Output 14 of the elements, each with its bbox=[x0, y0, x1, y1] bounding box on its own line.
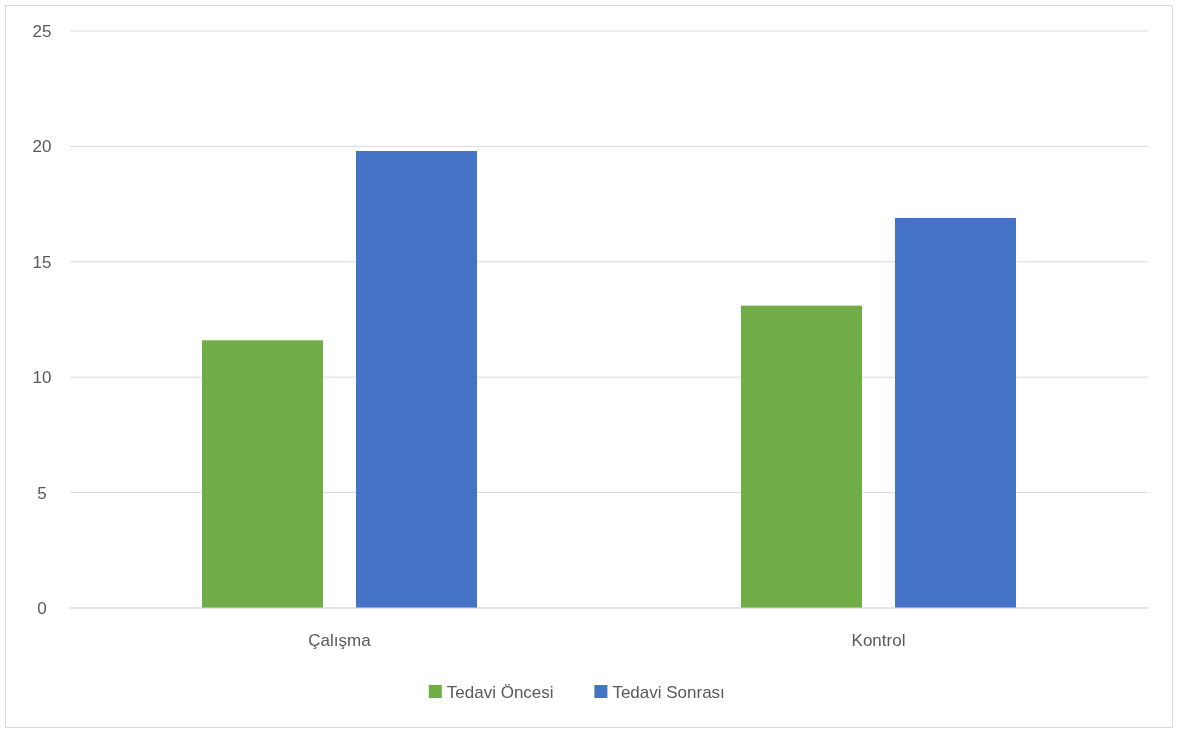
y-tick-label: 25 bbox=[32, 21, 52, 41]
y-tick-label: 0 bbox=[37, 598, 47, 618]
x-tick-label: Çalışma bbox=[308, 631, 372, 650]
y-tick-label: 5 bbox=[37, 483, 47, 503]
bar bbox=[202, 340, 323, 608]
bar bbox=[741, 305, 862, 608]
y-tick-label: 15 bbox=[32, 252, 52, 272]
bar bbox=[895, 217, 1016, 608]
legend-label: Tedavi Öncesi bbox=[446, 682, 554, 702]
x-tick-label: Kontrol bbox=[851, 631, 906, 650]
y-tick-label: 20 bbox=[32, 137, 52, 157]
bar bbox=[356, 151, 477, 608]
y-tick-label: 10 bbox=[32, 368, 52, 388]
legend-label: Tedavi Sonrası bbox=[612, 682, 725, 702]
